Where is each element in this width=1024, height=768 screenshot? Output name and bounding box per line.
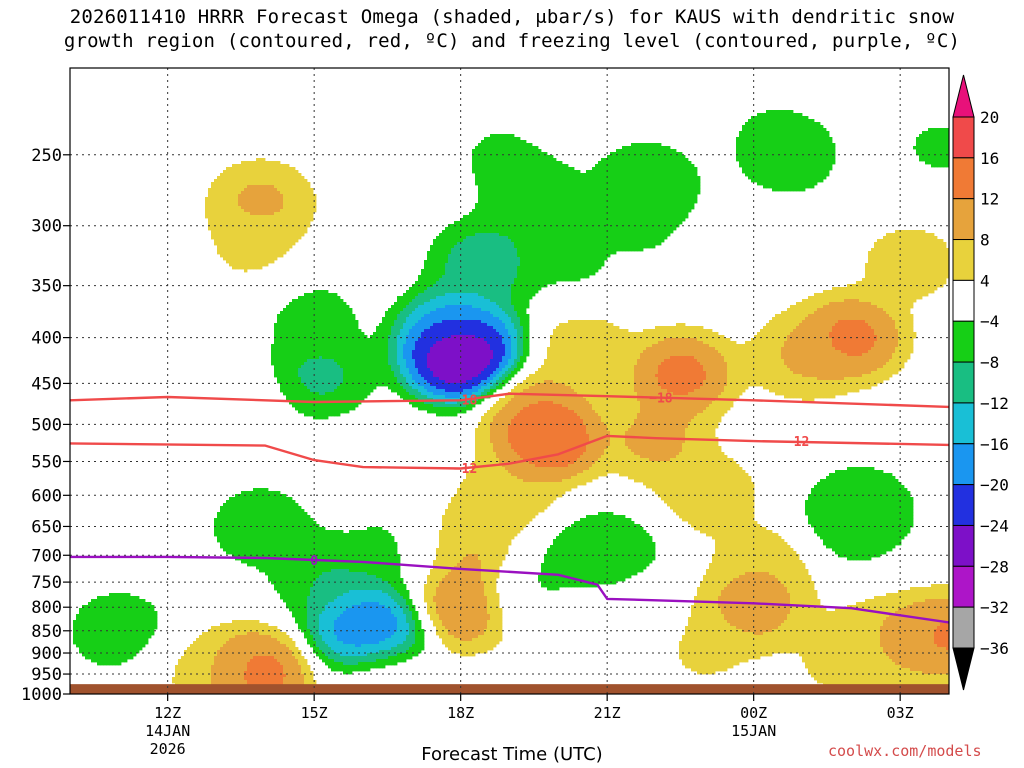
y-tick-label: 550: [31, 452, 62, 472]
contour-label: 0: [310, 554, 318, 569]
legend-swatch: [953, 607, 974, 648]
terrain-band: [70, 684, 949, 694]
legend-label: −12: [980, 394, 1009, 413]
legend-swatch: [953, 199, 974, 240]
legend-swatch: [953, 117, 974, 158]
legend-label: −4: [980, 312, 999, 331]
legend-label: −36: [980, 639, 1009, 658]
legend-swatch: [953, 566, 974, 607]
y-tick-label: 450: [31, 374, 62, 394]
legend-label: −24: [980, 516, 1009, 535]
y-tick-label: 650: [31, 517, 62, 537]
legend-swatch: [953, 525, 974, 566]
x-tick-label: 00Z: [740, 704, 767, 722]
y-axis: 2503003504004505005506006507007508008509…: [21, 146, 70, 705]
legend-label: −16: [980, 435, 1009, 454]
legend-label: 12: [980, 190, 999, 209]
legend-swatch: [953, 280, 974, 321]
legend-swatch: [953, 75, 974, 117]
legend-swatch: [953, 362, 974, 403]
contour-label: −18: [649, 392, 673, 407]
legend-swatch: [953, 648, 974, 690]
x-tick-label: 18Z: [447, 704, 474, 722]
x-tick-date-label: 14JAN: [145, 722, 190, 740]
x-tick-date-label: 15JAN: [731, 722, 776, 740]
y-tick-label: 500: [31, 415, 62, 435]
legend-label: −32: [980, 598, 1009, 617]
y-tick-label: 250: [31, 146, 62, 166]
legend-label: 20: [980, 108, 999, 127]
legend-swatch: [953, 444, 974, 485]
y-tick-label: 300: [31, 217, 62, 237]
contour-label: −12: [786, 435, 809, 450]
x-tick-label: 15Z: [301, 704, 328, 722]
y-tick-label: 1000: [21, 685, 62, 705]
legend-swatch: [953, 485, 974, 526]
legend-label: −20: [980, 476, 1009, 495]
legend-label: 16: [980, 149, 999, 168]
x-tick-label: 21Z: [594, 704, 621, 722]
x-tick-label: 03Z: [887, 704, 914, 722]
y-tick-label: 800: [31, 598, 62, 618]
legend-label: 4: [980, 271, 990, 290]
y-tick-label: 750: [31, 573, 62, 593]
y-tick-label: 350: [31, 277, 62, 297]
legend-label: −8: [980, 353, 999, 372]
legend-label: 8: [980, 231, 990, 250]
legend-swatch: [953, 158, 974, 199]
y-tick-label: 900: [31, 644, 62, 664]
contour-label: −12: [454, 462, 477, 477]
contour-label: −18: [454, 394, 478, 409]
y-tick-label: 600: [31, 486, 62, 506]
y-tick-label: 950: [31, 665, 62, 685]
legend-label: −28: [980, 557, 1009, 576]
x-tick-label: 12Z: [154, 704, 181, 722]
credit-link[interactable]: coolwx.com/models: [828, 742, 982, 760]
legend-swatch: [953, 321, 974, 362]
y-tick-label: 700: [31, 546, 62, 566]
y-tick-label: 850: [31, 622, 62, 642]
terrain-rect: [70, 684, 949, 694]
legend-swatch: [953, 403, 974, 444]
legend-swatch: [953, 240, 974, 281]
color-legend: 20 16 12 8 4 −4 −8 −12 −16 −20 −24 −28 −32 −36: [953, 75, 1009, 690]
y-tick-label: 400: [31, 329, 62, 349]
